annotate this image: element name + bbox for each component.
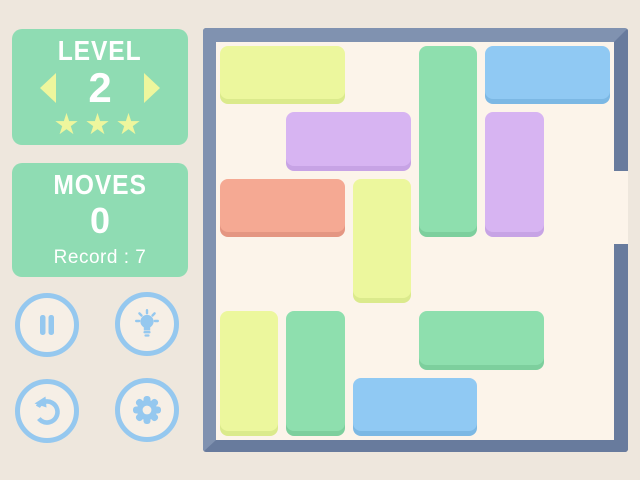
moves-panel: MOVES 0 Record : 7 — [12, 163, 188, 277]
block-yellow-vertical[interactable] — [352, 178, 411, 299]
restart-icon — [34, 396, 60, 425]
moves-title: MOVES — [53, 169, 147, 201]
record-text: Record : 7 — [53, 246, 147, 268]
moves-value: 0 — [89, 200, 111, 242]
pause-button[interactable] — [15, 293, 79, 357]
block-yellow-vertical[interactable] — [220, 311, 279, 431]
exit-gap — [614, 170, 628, 244]
restart-button[interactable] — [15, 379, 79, 443]
gear-icon — [133, 396, 161, 424]
block-blue-horizontal[interactable] — [352, 377, 478, 431]
level-value: 2 — [88, 64, 112, 111]
level-panel: LEVEL 2 ★★★ — [12, 29, 188, 145]
block-green-vertical[interactable] — [286, 311, 345, 431]
block-blue-horizontal[interactable] — [485, 46, 610, 100]
level-title: LEVEL — [58, 35, 142, 66]
block-green-vertical[interactable] — [419, 46, 478, 232]
left-triangle-icon — [40, 73, 56, 103]
blocks-layer — [216, 42, 614, 440]
prev-level-arrow[interactable] — [38, 72, 58, 104]
block-yellow-horizontal[interactable] — [220, 46, 345, 100]
pause-icon — [40, 315, 54, 335]
settings-button[interactable] — [115, 378, 179, 442]
level-selector: 2 — [12, 64, 188, 111]
next-level-arrow[interactable] — [142, 72, 162, 104]
block-purple-vertical[interactable] — [485, 112, 544, 232]
puzzle-board — [203, 28, 628, 452]
block-salmon-horizontal[interactable] — [220, 178, 345, 232]
block-green-horizontal[interactable] — [419, 311, 544, 365]
level-stars: ★★★ — [53, 107, 147, 141]
right-triangle-icon — [144, 73, 160, 103]
hint-button[interactable] — [115, 292, 179, 356]
lightbulb-icon — [134, 309, 159, 337]
block-purple-horizontal[interactable] — [286, 112, 411, 166]
